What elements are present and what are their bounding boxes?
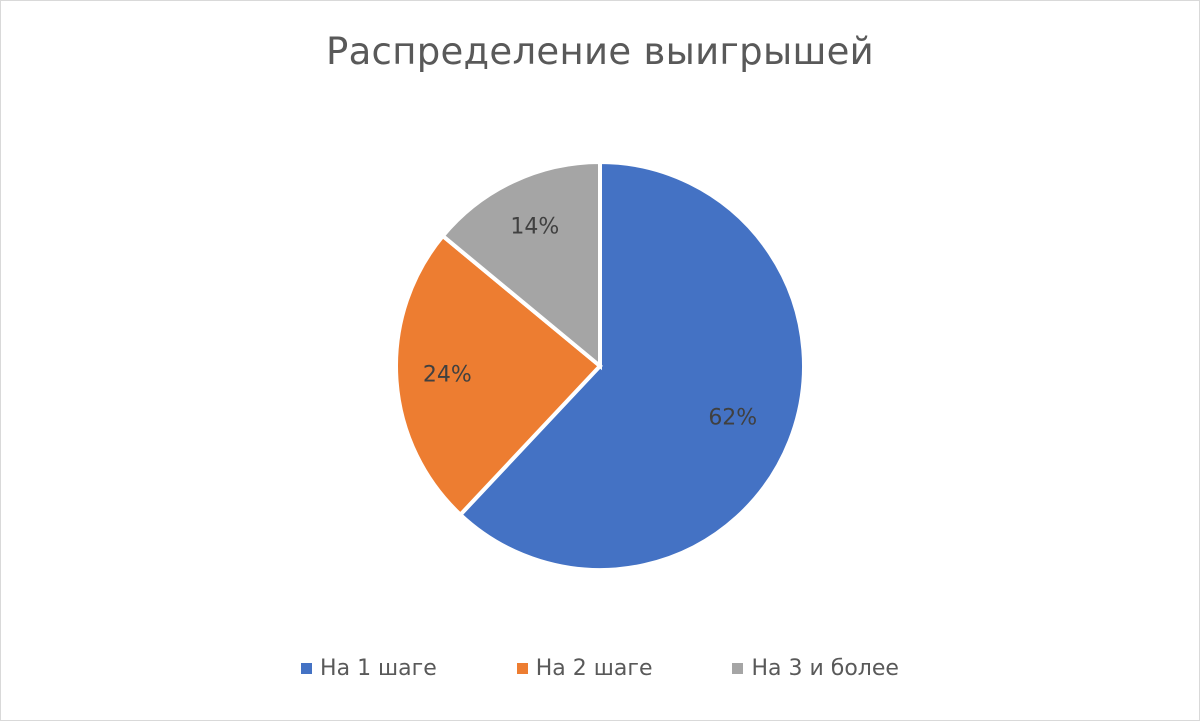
pie-slice: [394, 233, 603, 518]
pie-slice: [457, 159, 806, 572]
data-label: 14%: [510, 215, 559, 240]
legend-label: На 1 шаге: [320, 656, 437, 681]
data-label: 24%: [423, 363, 472, 388]
legend-swatch: [516, 663, 528, 674]
legend-swatch: [732, 663, 744, 674]
legend-label: На 2 шаге: [535, 656, 653, 681]
legend-label: На 3 и более: [751, 656, 899, 681]
legend-swatch: [301, 663, 313, 674]
pie-slice: [439, 159, 602, 371]
data-label: 62%: [708, 406, 757, 431]
legend-item: На 3 и более: [732, 656, 899, 681]
chart-legend: На 1 шаге На 2 шаге На 3 и более: [0, 656, 1200, 681]
legend-item: На 2 шаге: [516, 656, 653, 681]
legend-item: На 1 шаге: [301, 656, 437, 681]
chart-title: Распределение выигрышей: [325, 30, 875, 73]
